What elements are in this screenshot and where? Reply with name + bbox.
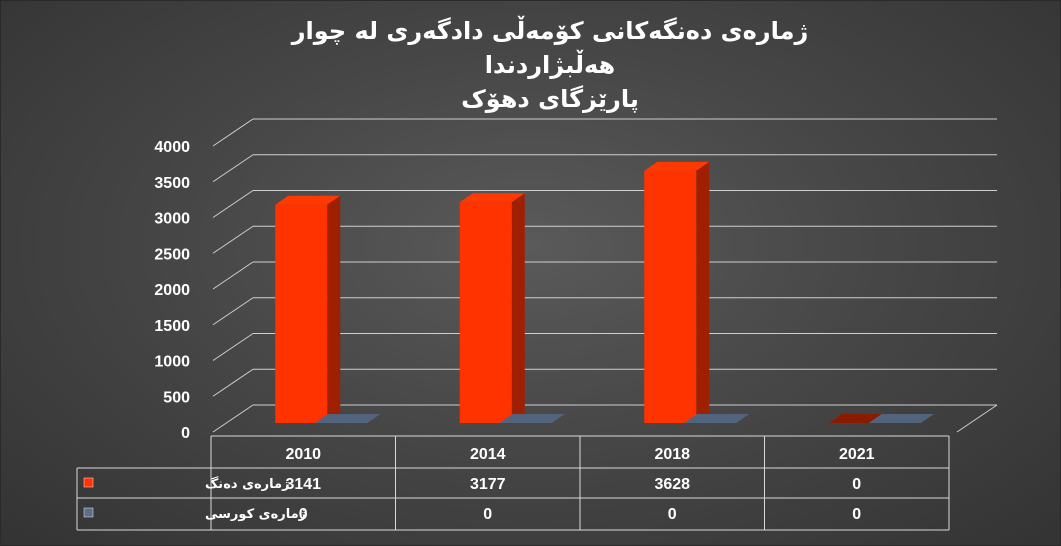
bar-side	[696, 161, 710, 423]
legend-key	[83, 477, 94, 488]
bar	[315, 414, 381, 423]
y-tick-label: 3500	[154, 175, 190, 192]
bar	[499, 414, 565, 423]
y-tick-label: 3000	[154, 211, 190, 228]
bar	[644, 170, 697, 423]
data-label: 0	[483, 506, 492, 523]
bar	[868, 414, 934, 423]
bar	[684, 414, 750, 423]
gridline-depth	[212, 333, 254, 361]
data-label: 0	[299, 506, 308, 523]
legend-key	[83, 507, 94, 518]
gridline-depth	[212, 118, 254, 147]
bar-top	[459, 193, 525, 203]
y-tick-label: 4000	[154, 139, 190, 156]
data-label: 0	[852, 476, 861, 493]
chart-title-line-2: پارێزگای دهۆک	[461, 85, 639, 113]
bar-side	[511, 193, 525, 423]
y-tick-label: 1000	[154, 354, 190, 371]
gridline-depth	[212, 225, 254, 254]
gridline-depth	[212, 154, 254, 183]
bar	[275, 204, 328, 423]
y-tick-label: 2500	[154, 246, 190, 263]
bar-top	[644, 161, 710, 171]
gridline-depth	[212, 190, 254, 218]
data-label: 3141	[285, 476, 321, 493]
data-label: 3177	[470, 476, 506, 493]
chart-title-line-1: ژمارەی دەنگەکانی کۆمەڵی دادگەری لە چوار …	[291, 17, 809, 79]
x-tick-label: 2021	[839, 446, 875, 463]
gridline-depth	[212, 297, 254, 326]
bar	[459, 202, 512, 423]
y-tick-label: 0	[181, 425, 190, 442]
gridline-depth	[212, 261, 254, 290]
y-tick-label: 1500	[154, 318, 190, 335]
bar-side	[327, 195, 341, 423]
bar-top	[275, 195, 341, 205]
gridline-depth	[212, 368, 254, 397]
gridline-depth	[212, 404, 254, 433]
y-tick-label: 2000	[154, 282, 190, 299]
data-label: 0	[668, 506, 677, 523]
y-tick-label: 500	[163, 389, 190, 406]
chart-title: ژمارەی دەنگەکانی کۆمەڵی دادگەری لە چوار …	[230, 14, 870, 116]
x-tick-label: 2014	[470, 446, 506, 463]
x-tick-label: 2010	[285, 446, 321, 463]
x-tick-label: 2018	[654, 446, 690, 463]
data-label: 3628	[654, 476, 690, 493]
data-label: 0	[852, 506, 861, 523]
legend-label: ژمارەی کورسی	[205, 507, 306, 522]
legend-label: ژمارەی دەنگ	[205, 476, 290, 492]
floor-edge	[956, 404, 998, 433]
